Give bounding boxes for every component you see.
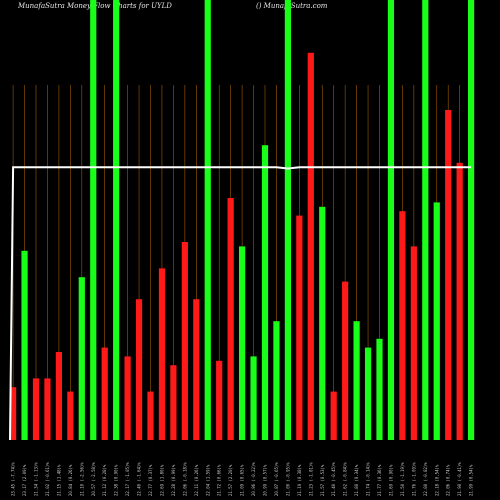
bar bbox=[422, 0, 429, 440]
x-tick-label: 21.80 (0.34)% bbox=[354, 464, 359, 496]
bar bbox=[21, 250, 28, 440]
x-tick-label: 21.74 (-0.14)% bbox=[366, 462, 371, 496]
bar bbox=[158, 268, 166, 440]
x-tick-label: 21.69 (0.90)% bbox=[388, 464, 393, 496]
bar bbox=[90, 0, 97, 440]
x-tick-label: 21.57 (2.20)% bbox=[228, 464, 233, 496]
bar bbox=[227, 198, 234, 440]
x-tick-label: 21.99 (0.54)% bbox=[469, 464, 474, 496]
x-tick-label: 22.18 (0.54)% bbox=[434, 464, 439, 496]
x-tick-label: 22.40 (-1.64)% bbox=[137, 462, 142, 496]
x-tick-label: 20.57 (-2.58)% bbox=[91, 462, 96, 496]
x-axis-labels: 23.45 (-7.74)% 23.17 (2.09)% 21.34 (-1.13)… bbox=[11, 462, 474, 496]
x-tick-label: 21.34 (-1.13)% bbox=[34, 462, 39, 496]
x-tick-label: 22.06 (-0.18)% bbox=[182, 462, 187, 496]
bar bbox=[10, 387, 17, 440]
x-tick-label: 21.57 (0.53)% bbox=[320, 464, 325, 496]
bar bbox=[445, 110, 452, 440]
x-tick-label: 20.84 (0.26)% bbox=[68, 464, 73, 496]
x-tick-label: 21.62 (-0.84)% bbox=[343, 462, 348, 496]
x-tick-label: 21.90 (-0.41)% bbox=[457, 462, 462, 496]
bar bbox=[296, 215, 303, 440]
x-tick-label: 21.19 (0.38)% bbox=[297, 464, 302, 496]
bar bbox=[456, 162, 463, 441]
line-path bbox=[9, 166, 472, 441]
x-tick-label: 22.17 (-1.05)% bbox=[125, 462, 130, 496]
bar bbox=[67, 391, 74, 440]
bar bbox=[284, 0, 291, 440]
bar bbox=[376, 338, 383, 440]
bar bbox=[330, 391, 337, 440]
x-tick-label: 21.10 (-2.56)% bbox=[79, 462, 84, 496]
x-tick-label: 21.50 (-1.19)% bbox=[400, 462, 405, 496]
x-tick-label: 21.09 (0.65)% bbox=[240, 464, 245, 496]
bar bbox=[307, 52, 314, 441]
x-tick-label: 20.99 (0.57)% bbox=[263, 464, 268, 496]
x-tick-label: 21.77 (0.36)% bbox=[377, 464, 382, 496]
bar bbox=[113, 0, 120, 440]
bar bbox=[147, 391, 154, 440]
bar bbox=[78, 277, 85, 440]
x-tick-label: 23.45 (-7.74)% bbox=[11, 462, 16, 496]
bar bbox=[170, 365, 177, 440]
x-tick-label: 20.87 (-0.65)% bbox=[274, 462, 279, 496]
bar bbox=[353, 321, 360, 440]
bar bbox=[399, 211, 406, 440]
bar bbox=[410, 246, 417, 440]
x-tick-label: 22.77 (0.37)% bbox=[148, 464, 153, 496]
x-tick-label: 21.00 (-0.95)% bbox=[285, 462, 290, 496]
source-label: () MunafaSutra.com bbox=[256, 2, 328, 10]
x-tick-label: 22.04 (1.59)% bbox=[205, 464, 210, 496]
line-series bbox=[9, 166, 472, 441]
bar bbox=[193, 299, 200, 440]
bar bbox=[250, 356, 257, 440]
x-tick-label: 22.69 (1.80)% bbox=[159, 464, 164, 496]
bar bbox=[101, 347, 108, 440]
bar bbox=[319, 206, 326, 440]
x-tick-label: 22.06 (0.74)% bbox=[446, 464, 451, 496]
bar bbox=[364, 347, 372, 440]
bar bbox=[135, 299, 143, 440]
bar bbox=[216, 360, 223, 440]
bar-series bbox=[10, 0, 475, 441]
x-tick-label: 21.23 (-1.81)% bbox=[308, 462, 313, 496]
x-tick-label: 22.38 (0.90)% bbox=[114, 464, 119, 496]
bar bbox=[342, 281, 349, 440]
bar bbox=[124, 356, 131, 440]
x-tick-label: 20.96 (-0.22)% bbox=[251, 462, 256, 496]
bar bbox=[239, 246, 246, 440]
bar bbox=[273, 321, 280, 440]
x-tick-label: 21.15 (1.48)% bbox=[56, 464, 61, 496]
bar bbox=[204, 0, 211, 440]
x-tick-label: 23.17 (2.09)% bbox=[22, 464, 27, 496]
bar bbox=[44, 378, 51, 440]
x-tick-label: 21.40 (-0.45)% bbox=[331, 462, 336, 496]
x-tick-label: 22.11 (0.26)% bbox=[194, 464, 199, 496]
bar bbox=[181, 242, 188, 440]
bar bbox=[261, 145, 269, 440]
x-tick-label: 22.00 (-0.82)% bbox=[423, 462, 428, 496]
x-tick-label: 21.12 (0.28)% bbox=[102, 464, 107, 496]
x-tick-label: 21.72 (0.66)% bbox=[217, 464, 222, 496]
bar bbox=[468, 0, 475, 440]
x-tick-label: 21.76 (-1.09)% bbox=[411, 462, 416, 496]
bar bbox=[433, 202, 440, 440]
bar bbox=[32, 378, 40, 440]
x-tick-label: 22.28 (0.99)% bbox=[171, 464, 176, 496]
bar bbox=[387, 0, 395, 440]
x-tick-label: 21.02 (-0.61)% bbox=[45, 462, 50, 496]
bar bbox=[55, 352, 62, 440]
